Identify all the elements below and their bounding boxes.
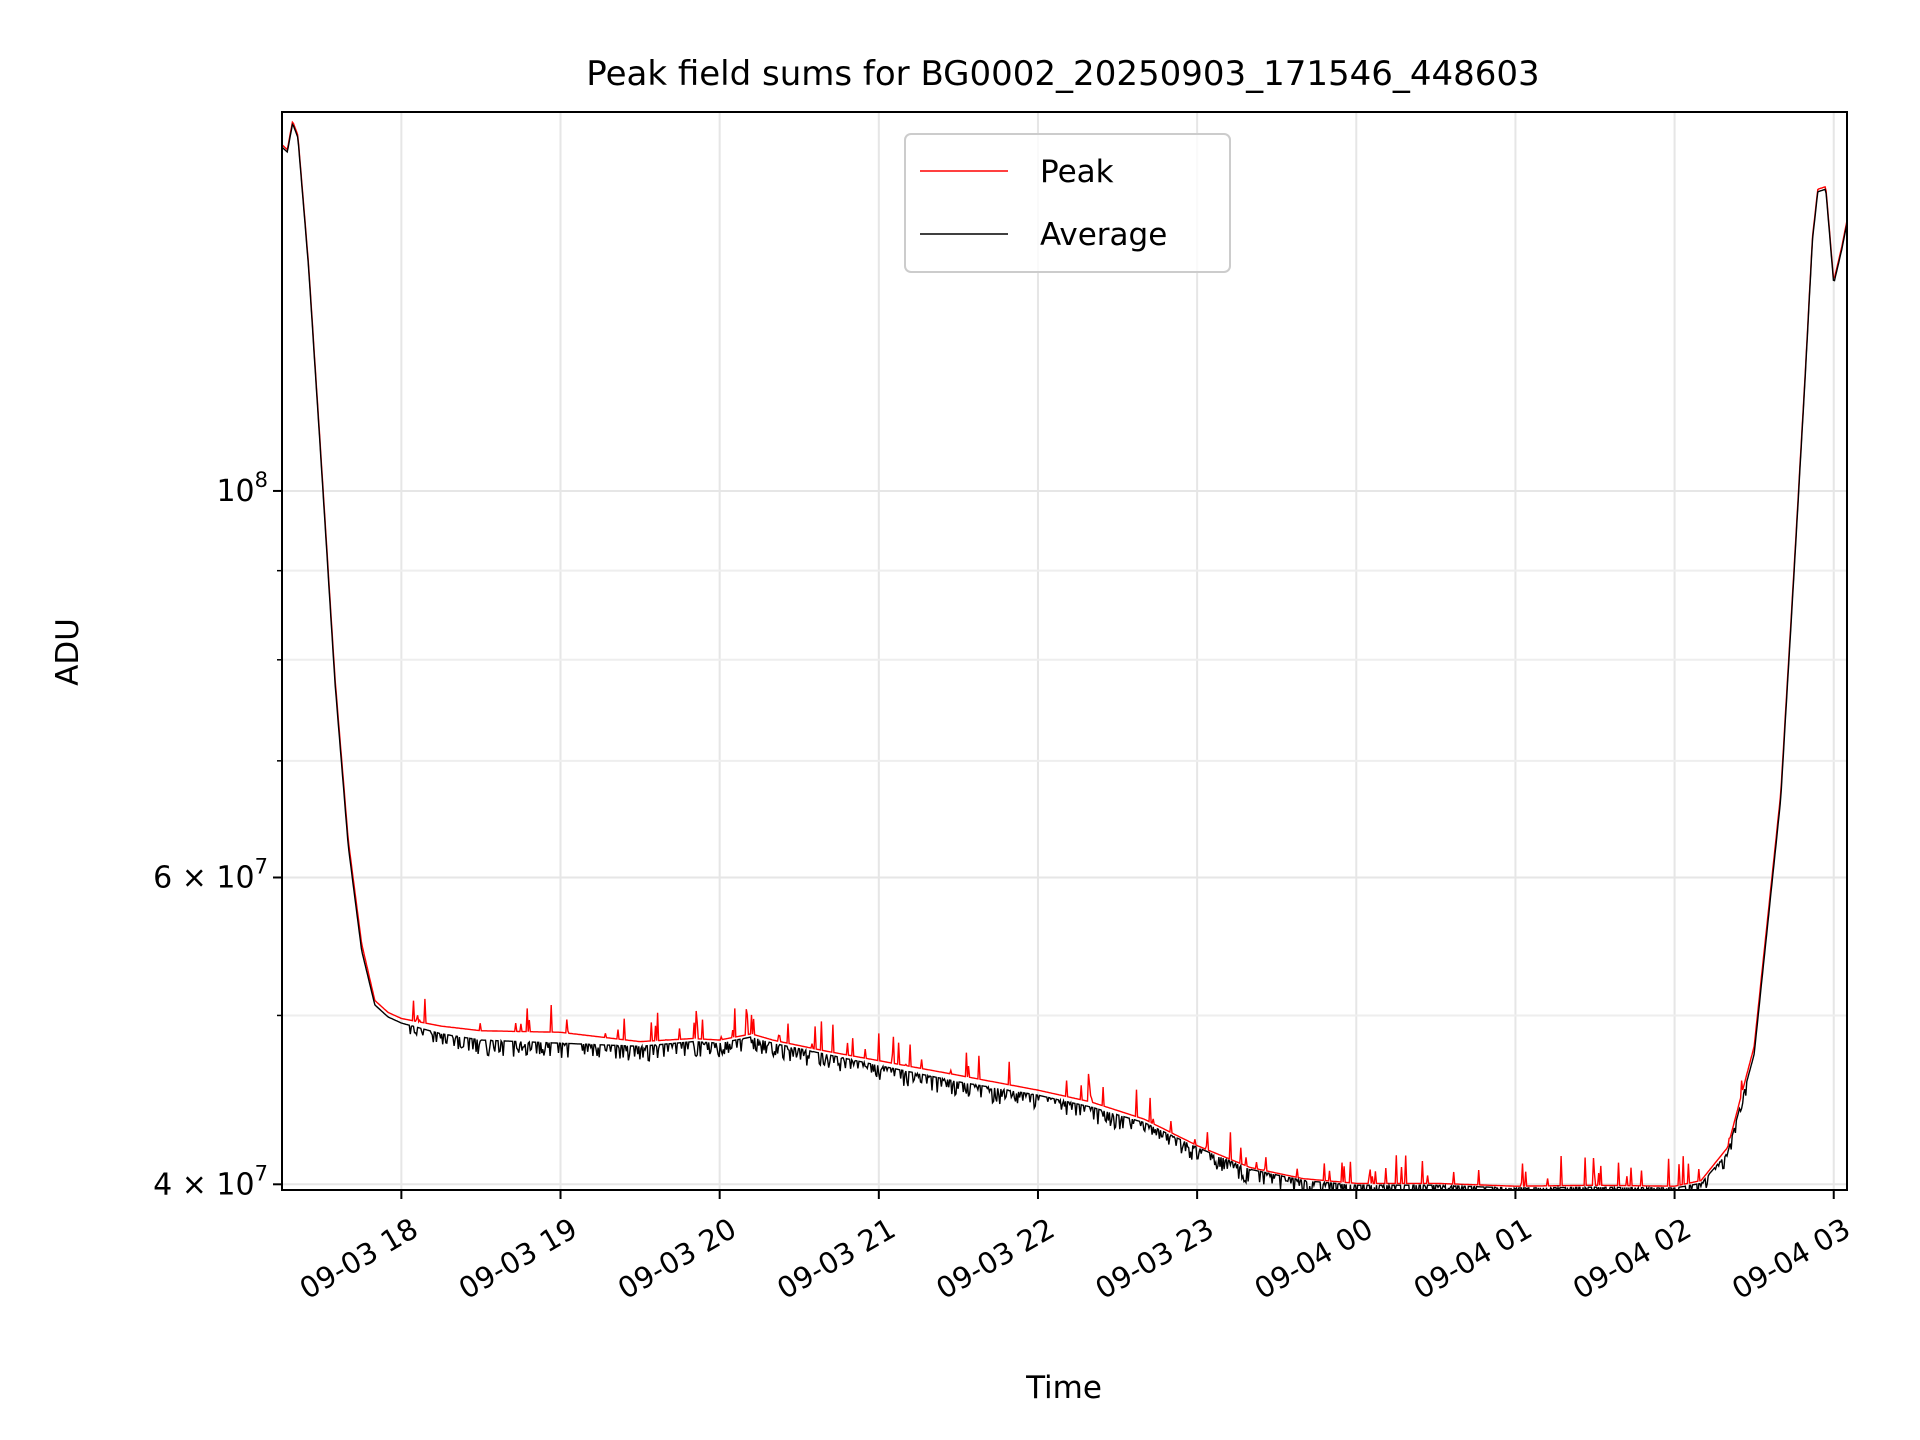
series-layer (282, 120, 1847, 1190)
legend: Peak Average (904, 133, 1231, 273)
legend-box (904, 133, 1231, 273)
y-tick-label: 4 × 107 (153, 1161, 268, 1202)
chart-title: Peak field sums for BG0002_20250903_1715… (586, 54, 1539, 94)
y-axis: 4 × 107 6 × 107 108 (153, 468, 282, 1202)
series-line-average (282, 122, 1847, 1190)
x-axis-label: Time (1025, 1370, 1102, 1406)
plot-frame (281, 111, 1848, 1191)
y-tick-label: 6 × 107 (153, 854, 268, 895)
y-axis-label: ADU (50, 618, 86, 686)
series-line-peak (282, 120, 1847, 1187)
legend-label: Average (1040, 217, 1167, 253)
legend-label: Peak (1040, 154, 1114, 190)
y-tick-label: 108 (216, 468, 268, 509)
